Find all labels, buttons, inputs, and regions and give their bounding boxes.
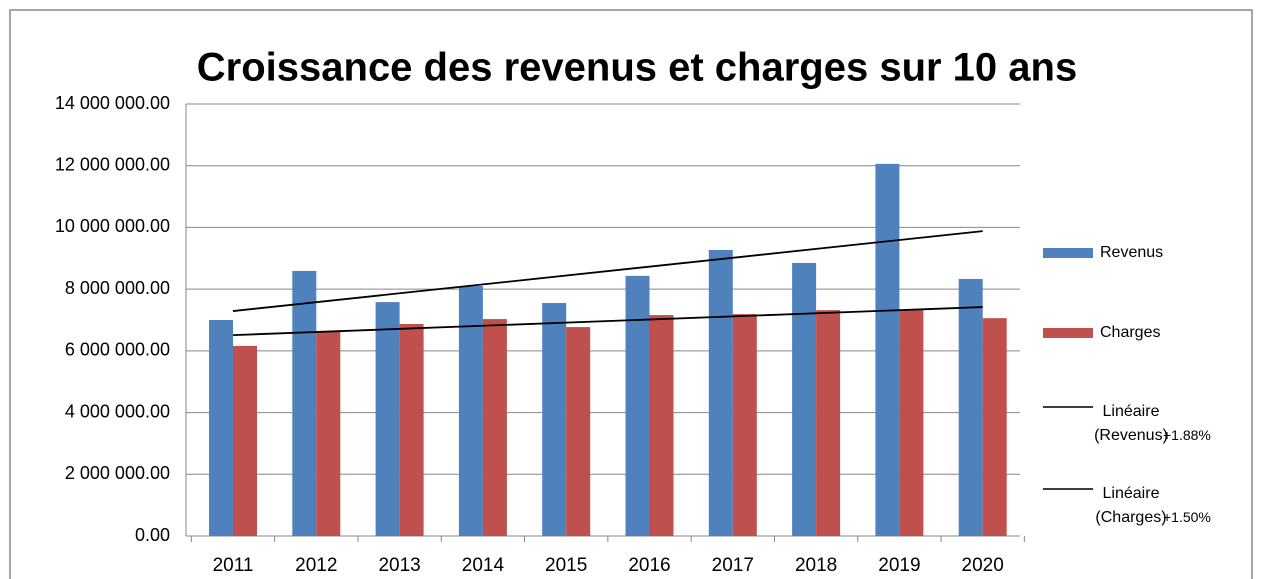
bar	[292, 270, 317, 536]
chart-title: Croissance des revenus et charges sur 10…	[197, 46, 1077, 90]
bar	[792, 262, 817, 536]
x-tick-label: 2017	[712, 555, 754, 576]
bar	[375, 302, 400, 536]
bar	[816, 310, 841, 536]
y-tick-label: 12 000 000.00	[55, 154, 170, 174]
bar	[209, 320, 233, 536]
bar	[458, 286, 483, 536]
x-tick-label: 2014	[462, 555, 505, 576]
bar	[542, 303, 567, 536]
x-tick-label: 2016	[628, 555, 670, 576]
legend-label: Linéaire (Revenus)	[1094, 403, 1168, 444]
legend-label: Charges	[1100, 324, 1160, 341]
x-tick-label: 2015	[545, 555, 587, 576]
legend-label: Revenus	[1100, 244, 1163, 261]
x-tick-label: 2018	[795, 555, 837, 576]
bar	[233, 345, 257, 536]
bar	[649, 315, 674, 536]
legend-swatch	[1043, 248, 1093, 258]
bar	[316, 332, 341, 536]
y-tick-label: 0.00	[135, 525, 170, 545]
trendline	[232, 230, 983, 312]
legend-label: Linéaire (Charges)	[1095, 485, 1167, 526]
x-tick-label: 2012	[295, 555, 337, 576]
bar	[625, 275, 650, 536]
y-tick-label: 10 000 000.00	[55, 216, 170, 236]
chart-frame	[9, 9, 1253, 579]
y-tick-label: 2 000 000.00	[65, 463, 170, 483]
trend-annotation: +1.50%	[1163, 509, 1211, 525]
x-tick-label: 2011	[213, 555, 254, 576]
bar	[958, 278, 983, 536]
legend-swatch	[1043, 328, 1093, 338]
bar	[482, 319, 507, 536]
bar	[566, 327, 591, 536]
bar	[399, 324, 424, 536]
x-tick-label: 2020	[962, 555, 1004, 576]
trend-annotation: +1.88%	[1163, 427, 1211, 443]
bar	[732, 314, 757, 536]
trendline	[232, 306, 983, 337]
x-tick-label: 2019	[878, 555, 920, 576]
bar	[982, 318, 1007, 536]
x-tick-label: 2013	[378, 555, 420, 576]
bar	[708, 249, 733, 536]
y-tick-label: 6 000 000.00	[65, 340, 170, 360]
y-tick-label: 8 000 000.00	[65, 278, 170, 298]
y-tick-label: 14 000 000.00	[55, 93, 170, 113]
y-tick-label: 4 000 000.00	[65, 401, 170, 421]
bar	[875, 163, 900, 536]
bar	[899, 310, 924, 536]
